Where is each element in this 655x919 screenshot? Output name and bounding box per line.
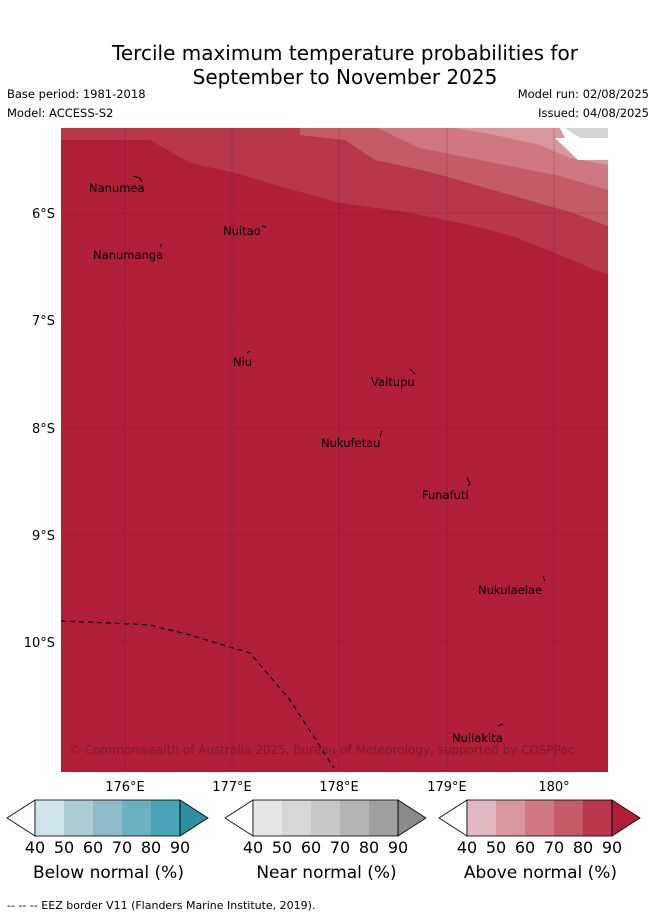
colorbar-tick-label: 40 bbox=[25, 838, 45, 857]
colorbar-tick-label: 70 bbox=[112, 838, 132, 857]
place-label: Nukulaelae bbox=[478, 583, 542, 597]
lon-label: 176°E bbox=[105, 780, 145, 795]
model-name: Model: ACCESS-S2 bbox=[7, 106, 114, 120]
place-label: Nuitao bbox=[223, 224, 261, 238]
place-label: Funafuti bbox=[422, 488, 469, 502]
island-outlines bbox=[132, 175, 546, 727]
colorbar-tick-label: 90 bbox=[388, 838, 408, 857]
lon-label: 177°E bbox=[212, 780, 252, 795]
lon-label: 180° bbox=[538, 780, 569, 795]
colorbar-near: 40 50 60 70 80 90 bbox=[224, 799, 427, 857]
colorbar-tick-label: 70 bbox=[544, 838, 564, 857]
copyright-notice: © Commonwealth of Australia 2025, Bureau… bbox=[69, 743, 574, 757]
near-normal-patch bbox=[565, 128, 608, 138]
lon-label: 179°E bbox=[427, 780, 467, 795]
model-run: Model run: 02/08/2025 bbox=[517, 87, 649, 101]
nanumanga-island bbox=[159, 243, 163, 248]
probability-fill-white-patch bbox=[555, 138, 608, 160]
colorbar-tick-label: 50 bbox=[54, 838, 74, 857]
colorbar-segment bbox=[311, 800, 340, 836]
colorbar-segment bbox=[93, 800, 122, 836]
colorbar-segment bbox=[496, 800, 525, 836]
graticule bbox=[61, 128, 608, 772]
eez-footnote: -- -- -- EEZ border V11 (Flanders Marine… bbox=[7, 899, 316, 912]
map-title: Tercile maximum temperature probabilitie… bbox=[60, 41, 630, 89]
colorbar-segment bbox=[369, 800, 398, 836]
colorbar-tick-label: 50 bbox=[486, 838, 506, 857]
colorbar-segment bbox=[282, 800, 311, 836]
place-labels: Nanumea Nuitao Nanumanga Niu Vaitupu Nuk… bbox=[89, 181, 542, 745]
colorbar-tick-label: 40 bbox=[243, 838, 263, 857]
colorbar-tick-label: 80 bbox=[573, 838, 593, 857]
colorbar-tick-label: 80 bbox=[141, 838, 161, 857]
place-label: Nukufetau bbox=[321, 436, 380, 450]
title-line-1: Tercile maximum temperature probabilitie… bbox=[112, 41, 578, 65]
colorbar-extend-high bbox=[611, 799, 641, 837]
colorbar-tick-label: 50 bbox=[272, 838, 292, 857]
nanumea-island bbox=[132, 175, 143, 183]
longitude-labels: 176°E 177°E 178°E 179°E 180° bbox=[105, 780, 569, 795]
nukulaelae-island bbox=[542, 575, 546, 582]
colorbar-tick-label: 90 bbox=[602, 838, 622, 857]
colorbar-segment bbox=[467, 800, 496, 836]
colorbar-legends: 40 50 60 70 80 90 40 50 60 70 80 90 40 50 60 70 80 90 bbox=[6, 799, 641, 857]
place-label: Vaitupu bbox=[371, 375, 415, 389]
colorbar-extend-low bbox=[438, 799, 468, 837]
colorbar-outline bbox=[252, 799, 399, 837]
colorbar-below: 40 50 60 70 80 90 bbox=[6, 799, 209, 857]
legend-caption-below: Below normal (%) bbox=[33, 863, 184, 883]
lat-label: 6°S bbox=[32, 207, 55, 222]
colorbar-segment bbox=[253, 800, 282, 836]
lat-label: 9°S bbox=[32, 529, 55, 544]
lat-label: 8°S bbox=[32, 422, 55, 437]
colorbar-tick-label: 60 bbox=[515, 838, 535, 857]
lat-label: 7°S bbox=[32, 314, 55, 329]
latitude-labels: 6°S 7°S 8°S 9°S 10°S bbox=[24, 207, 55, 651]
colorbar-segment bbox=[151, 800, 180, 836]
colorbar-segment bbox=[122, 800, 151, 836]
colorbar-extend-high bbox=[397, 799, 427, 837]
funafuti-island bbox=[466, 476, 471, 487]
nuilakita-island bbox=[497, 723, 504, 727]
colorbar-segment bbox=[554, 800, 583, 836]
colorbar-outline bbox=[466, 799, 613, 837]
place-label: Nuilakita bbox=[452, 731, 503, 745]
colorbar-segment bbox=[583, 800, 612, 836]
base-period: Base period: 1981-2018 bbox=[7, 87, 146, 101]
nukufetau-island bbox=[379, 430, 383, 438]
niu-island bbox=[246, 350, 251, 354]
colorbar-tick-label: 70 bbox=[330, 838, 350, 857]
lon-label: 178°E bbox=[319, 780, 359, 795]
legend-caption-near: Near normal (%) bbox=[256, 863, 397, 883]
colorbar-tick-label: 60 bbox=[83, 838, 103, 857]
colorbar-tick-label: 80 bbox=[359, 838, 379, 857]
colorbar-segment bbox=[525, 800, 554, 836]
legend-caption-above: Above normal (%) bbox=[463, 863, 618, 883]
map-plot-area bbox=[61, 128, 608, 772]
lat-label: 10°S bbox=[24, 636, 55, 651]
colorbar-segment bbox=[35, 800, 64, 836]
colorbar-above: 40 50 60 70 80 90 bbox=[438, 799, 641, 857]
place-label: Nanumea bbox=[89, 181, 145, 195]
issued-date: Issued: 04/08/2025 bbox=[538, 106, 649, 120]
colorbar-extend-low bbox=[224, 799, 254, 837]
place-label: Niu bbox=[233, 355, 252, 369]
nuitao-island bbox=[261, 225, 267, 228]
title-line-2: September to November 2025 bbox=[192, 65, 498, 89]
colorbar-extend-low bbox=[6, 799, 36, 837]
place-label: Nanumanga bbox=[93, 248, 163, 262]
colorbar-tick-label: 60 bbox=[301, 838, 321, 857]
colorbar-tick-label: 40 bbox=[457, 838, 477, 857]
colorbar-outline bbox=[34, 799, 181, 837]
colorbar-segment bbox=[340, 800, 369, 836]
vaitupu-island bbox=[409, 368, 416, 375]
eez-border-line bbox=[60, 620, 335, 769]
colorbar-segment bbox=[64, 800, 93, 836]
colorbar-extend-high bbox=[179, 799, 209, 837]
colorbar-tick-label: 90 bbox=[170, 838, 190, 857]
